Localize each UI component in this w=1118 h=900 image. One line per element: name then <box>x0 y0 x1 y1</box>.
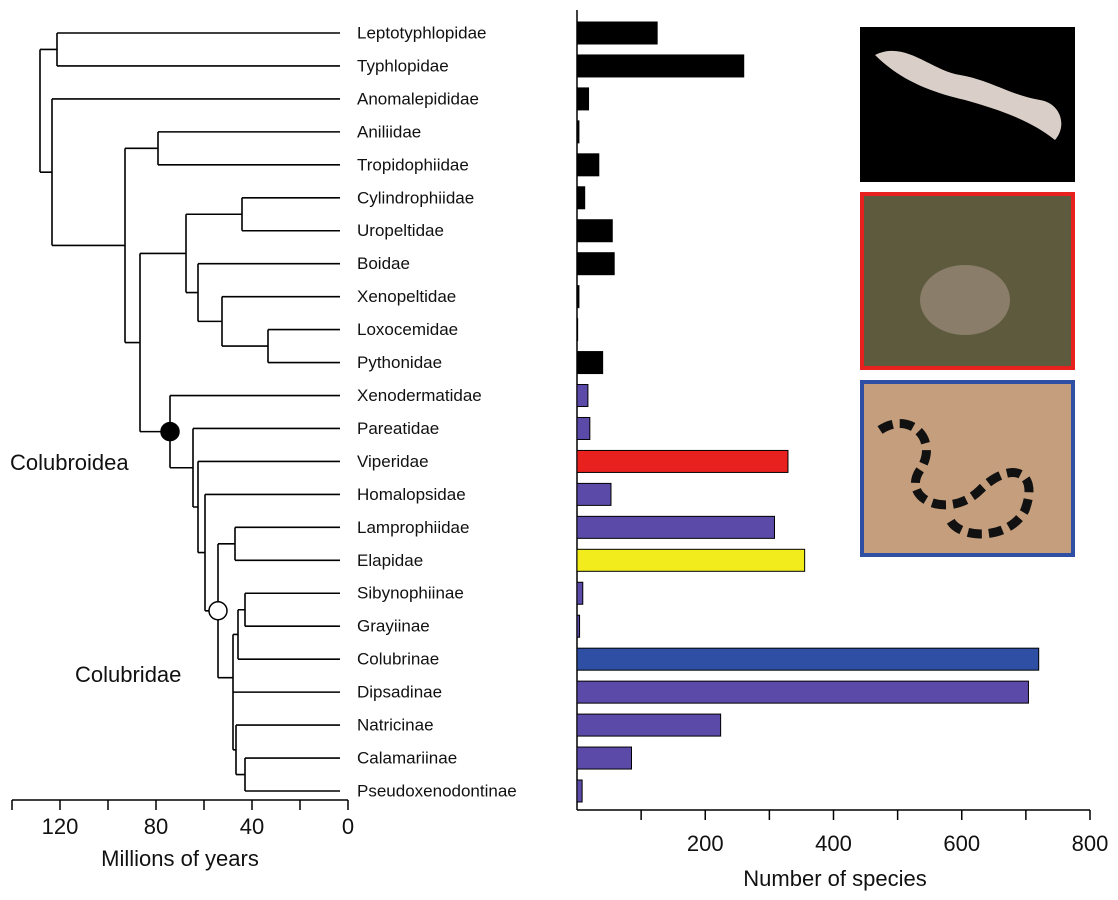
x-tick-label: 800 <box>1072 831 1109 856</box>
category-label: Leptotyphlopidae <box>357 23 487 42</box>
category-label: Pareatidae <box>357 419 439 438</box>
bar <box>577 385 588 407</box>
photo-snake <box>920 265 1010 335</box>
category-label: Viperidae <box>357 452 429 471</box>
x-tick-label: 40 <box>240 814 264 839</box>
bar <box>577 516 775 538</box>
bar <box>577 450 788 472</box>
x-tick-label: 600 <box>943 831 980 856</box>
x-tick-label: 400 <box>815 831 852 856</box>
bar <box>577 747 632 769</box>
x-tick-label: 0 <box>342 814 354 839</box>
category-label: Loxocemidae <box>357 320 458 339</box>
category-label: Elapidae <box>357 551 423 570</box>
clade-label: Colubridae <box>75 662 181 687</box>
category-label: Pseudoxenodontinae <box>357 781 517 800</box>
category-label: Anomalepididae <box>357 89 479 108</box>
x-tick-label: 80 <box>144 814 168 839</box>
bar <box>577 352 603 374</box>
bar <box>577 648 1039 670</box>
category-label: Boidae <box>357 254 410 273</box>
category-label: Natricinae <box>357 716 434 735</box>
x-tick-label: 120 <box>42 814 79 839</box>
bar <box>577 582 583 604</box>
category-label: Tropidophiidae <box>357 155 469 174</box>
category-label: Dipsadinae <box>357 683 442 702</box>
bar <box>577 319 578 341</box>
bar <box>577 220 612 242</box>
category-label: Xenodermatidae <box>357 386 482 405</box>
bar <box>577 22 657 44</box>
x-tick-label: 200 <box>687 831 724 856</box>
category-label: Grayiinae <box>357 617 430 636</box>
bar <box>577 88 589 110</box>
photo-blue <box>862 382 1073 555</box>
category-label: Homalopsidae <box>357 485 466 504</box>
category-label: Xenopeltidae <box>357 287 456 306</box>
bar <box>577 121 579 143</box>
category-label: Sibynophiinae <box>357 584 464 603</box>
bar <box>577 187 585 209</box>
photo-panel <box>860 27 1075 555</box>
clade-node <box>209 602 227 620</box>
bar <box>577 681 1028 703</box>
bar <box>577 55 744 77</box>
category-label: Aniliidae <box>357 122 421 141</box>
figure: Number of species Millions of years Colu… <box>0 0 1118 895</box>
bar <box>577 253 614 275</box>
bar <box>577 154 599 176</box>
category-label: Cylindrophiidae <box>357 188 474 207</box>
category-label: Lamprophiidae <box>357 518 469 537</box>
category-label: Calamariinae <box>357 749 457 768</box>
tree-axis-title: Millions of years <box>101 846 259 871</box>
bar <box>577 483 611 505</box>
bar <box>577 780 582 802</box>
bar <box>577 615 580 637</box>
x-axis-title: Number of species <box>743 866 926 891</box>
clade-label: Colubroidea <box>10 450 129 475</box>
bar <box>577 286 579 308</box>
category-label: Uropeltidae <box>357 221 444 240</box>
clade-node <box>161 423 179 441</box>
category-label: Pythonidae <box>357 353 442 372</box>
bar <box>577 714 721 736</box>
category-label: Typhlopidae <box>357 56 449 75</box>
category-label: Colubrinae <box>357 650 439 669</box>
bar <box>577 549 805 571</box>
bar <box>577 417 590 439</box>
